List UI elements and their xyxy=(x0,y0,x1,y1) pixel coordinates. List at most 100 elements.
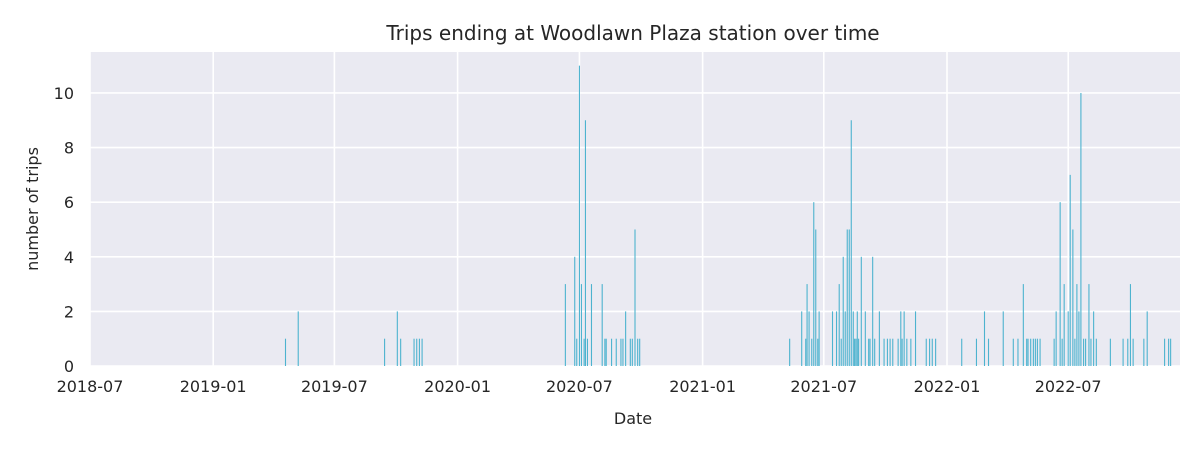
bar xyxy=(604,338,606,366)
bar xyxy=(1032,338,1034,366)
bar xyxy=(1074,338,1076,366)
x-tick-label: 2022-01 xyxy=(914,377,981,396)
bar xyxy=(1012,338,1014,366)
bar xyxy=(1168,338,1170,366)
bar xyxy=(869,338,871,366)
bar xyxy=(1022,284,1024,366)
bar xyxy=(1039,338,1041,366)
bar xyxy=(1132,338,1134,366)
bar xyxy=(806,284,808,366)
bar xyxy=(416,338,418,366)
bar xyxy=(1085,338,1087,366)
bar xyxy=(815,229,817,366)
bar xyxy=(584,120,586,366)
bar xyxy=(564,284,566,366)
y-tick-label: 0 xyxy=(64,357,74,376)
bar xyxy=(817,338,819,366)
bar xyxy=(906,338,908,366)
bar xyxy=(1170,338,1172,366)
bar xyxy=(611,338,613,366)
bar xyxy=(868,338,870,366)
bar xyxy=(580,284,582,366)
bar xyxy=(808,311,810,366)
x-tick-label: 2020-07 xyxy=(546,377,613,396)
bar xyxy=(840,338,842,366)
bar xyxy=(631,338,633,366)
bar xyxy=(634,229,636,366)
bar xyxy=(1095,338,1097,366)
bar xyxy=(1129,284,1131,366)
bar xyxy=(1109,338,1111,366)
y-tick-label: 4 xyxy=(64,248,74,267)
bar xyxy=(1078,311,1080,366)
y-axis-label: number of trips xyxy=(23,147,42,271)
bar xyxy=(1143,338,1145,366)
bar xyxy=(931,338,933,366)
x-axis-label: Date xyxy=(614,409,652,428)
y-tick-label: 10 xyxy=(54,84,74,103)
bar xyxy=(852,311,854,366)
bar xyxy=(1002,311,1004,366)
bar xyxy=(1093,311,1095,366)
bar xyxy=(835,311,838,366)
bar xyxy=(1030,338,1032,366)
bar xyxy=(983,311,986,366)
bar xyxy=(897,338,899,366)
bar xyxy=(1026,338,1028,366)
bar xyxy=(889,338,891,366)
y-axis-ticks: 0 2 4 6 8 10 xyxy=(54,84,74,376)
bar xyxy=(860,256,862,366)
bar xyxy=(914,311,917,366)
x-tick-label: 2021-07 xyxy=(790,377,857,396)
bar xyxy=(639,338,641,366)
bar xyxy=(1063,284,1065,366)
bar xyxy=(1083,338,1085,366)
bar xyxy=(886,338,888,366)
bar xyxy=(400,338,402,366)
bar xyxy=(925,338,927,366)
bar xyxy=(935,338,937,366)
bar xyxy=(1080,92,1082,367)
bar xyxy=(878,311,880,366)
bar xyxy=(1088,284,1090,366)
bar xyxy=(789,338,791,366)
bar xyxy=(846,229,848,366)
bar xyxy=(801,311,803,366)
bar xyxy=(637,338,639,366)
y-tick-label: 2 xyxy=(64,302,74,321)
bar xyxy=(854,338,856,366)
bar xyxy=(576,338,578,366)
bar xyxy=(629,338,631,366)
bar xyxy=(850,120,852,366)
bar xyxy=(1053,338,1055,366)
bar xyxy=(892,338,894,366)
bar xyxy=(901,338,903,366)
bar xyxy=(856,311,858,366)
bar xyxy=(848,229,850,366)
bar xyxy=(842,256,844,366)
bar xyxy=(858,338,860,366)
y-tick-label: 8 xyxy=(64,139,74,158)
bar xyxy=(1027,338,1029,366)
bar xyxy=(297,311,299,366)
bar xyxy=(929,338,931,366)
bar xyxy=(1069,174,1071,366)
bar xyxy=(1122,338,1124,366)
bar xyxy=(413,338,415,366)
bar xyxy=(1036,338,1038,366)
bar xyxy=(864,311,866,366)
bar xyxy=(1146,311,1148,366)
bar xyxy=(590,284,593,366)
bar xyxy=(574,256,576,366)
bar xyxy=(578,65,580,367)
bar xyxy=(418,338,420,366)
bar xyxy=(586,338,589,366)
bar xyxy=(900,311,902,366)
bar xyxy=(1034,338,1036,366)
x-tick-label: 2020-01 xyxy=(424,377,491,396)
bar xyxy=(1164,338,1166,366)
bar xyxy=(284,338,287,366)
x-tick-label: 2021-01 xyxy=(669,377,736,396)
bar xyxy=(987,338,990,366)
